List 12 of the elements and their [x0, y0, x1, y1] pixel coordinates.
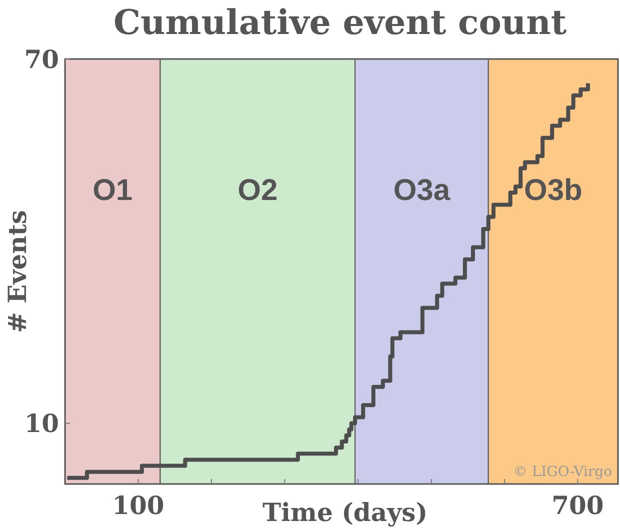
band-label: O2	[238, 174, 278, 207]
y-tick-label: 70	[24, 44, 59, 74]
x-axis-title: Time (days)	[262, 498, 428, 527]
band-label: O3b	[524, 174, 582, 207]
annotation: © LIGO-Virgo	[513, 464, 612, 480]
band-label: O1	[92, 174, 133, 207]
x-tick-label: 700	[552, 491, 604, 520]
y-axis-title: # Events	[3, 210, 32, 333]
y-tick-label: 10	[24, 409, 59, 438]
band-label: O3a	[393, 174, 450, 207]
chart-title: Cumulative event count	[113, 3, 567, 43]
x-tick-label: 100	[112, 491, 164, 520]
